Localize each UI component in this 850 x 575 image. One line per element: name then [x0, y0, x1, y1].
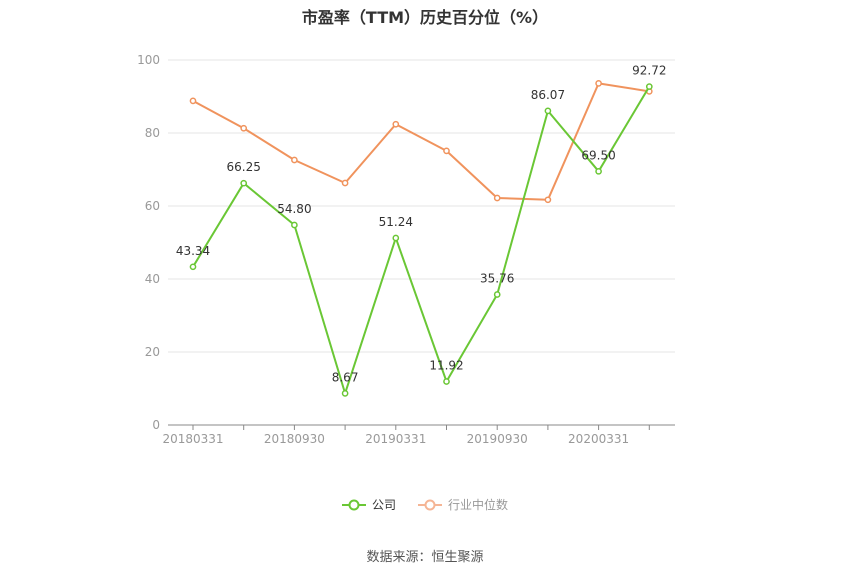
grid-lines: [168, 59, 675, 353]
data-point: [443, 378, 450, 385]
data-point: [341, 390, 349, 397]
data-label: 66.25: [227, 160, 261, 174]
data-point: [240, 179, 248, 187]
chart-title: 市盈率（TTM）历史百分位（%）: [301, 8, 549, 27]
legend-item-company[interactable]: 公司: [341, 496, 396, 513]
data-point: [493, 194, 501, 202]
x-tick-label: 20190930: [467, 432, 528, 446]
data-point: [291, 221, 298, 229]
legend-industry-icon: [418, 499, 442, 510]
y-tick-label: 40: [145, 272, 160, 286]
data-label: 51.24: [379, 215, 413, 229]
y-tick-label: 100: [137, 53, 160, 67]
data-point: [189, 263, 197, 271]
data-label: 54.80: [277, 202, 311, 216]
data-point: [645, 83, 653, 90]
data-point: [493, 291, 501, 298]
data-point: [595, 167, 602, 175]
x-tick-label: 20200331: [568, 432, 629, 446]
y-tick-label: 60: [145, 199, 160, 213]
data-label: 43.34: [176, 244, 210, 258]
legend-label-company: 公司: [371, 498, 396, 512]
y-tick-label: 80: [145, 126, 160, 140]
data-point: [392, 120, 400, 128]
data-point: [544, 107, 552, 115]
series-line: [192, 82, 650, 201]
x-tick-label: 20180930: [264, 432, 325, 446]
x-axis: 20180331 20180930 20190331 20190930 20200331: [162, 424, 675, 446]
series-industry-median: [189, 80, 653, 204]
legend-company-icon: [341, 499, 366, 510]
data-point: [544, 196, 552, 204]
data-point: [341, 179, 349, 187]
series-line: [192, 86, 651, 395]
legend: 公司 行业中位数: [0, 496, 850, 513]
y-axis: 0 20 40 60 80 100: [137, 53, 160, 432]
legend-item-industry-median[interactable]: 行业中位数: [418, 496, 508, 513]
data-labels: 43.34 66.25 54.80 8.67 51.24 11.92 35.76 86.07 6…: [176, 64, 667, 385]
data-label: 8.67: [332, 370, 359, 384]
data-point: [240, 124, 248, 132]
data-label: 86.07: [531, 88, 565, 102]
y-tick-label: 0: [152, 418, 160, 432]
data-label: 69.50: [581, 148, 615, 162]
data-point: [189, 97, 197, 105]
legend-label-industry-median: 行业中位数: [448, 498, 509, 512]
data-label: 35.76: [480, 271, 514, 285]
x-tick-label: 20180331: [162, 432, 223, 446]
y-tick-label: 20: [145, 345, 160, 359]
data-point: [443, 147, 450, 155]
series-layer: [189, 80, 653, 397]
data-label: 92.72: [632, 64, 666, 78]
data-point: [392, 234, 400, 242]
data-label: 11.92: [429, 358, 463, 372]
data-point: [291, 156, 298, 164]
data-point: [595, 80, 602, 87]
data-source: 数据来源：恒生聚源: [366, 550, 484, 565]
series-company: [189, 83, 653, 397]
x-tick-label: 20190331: [365, 432, 426, 446]
